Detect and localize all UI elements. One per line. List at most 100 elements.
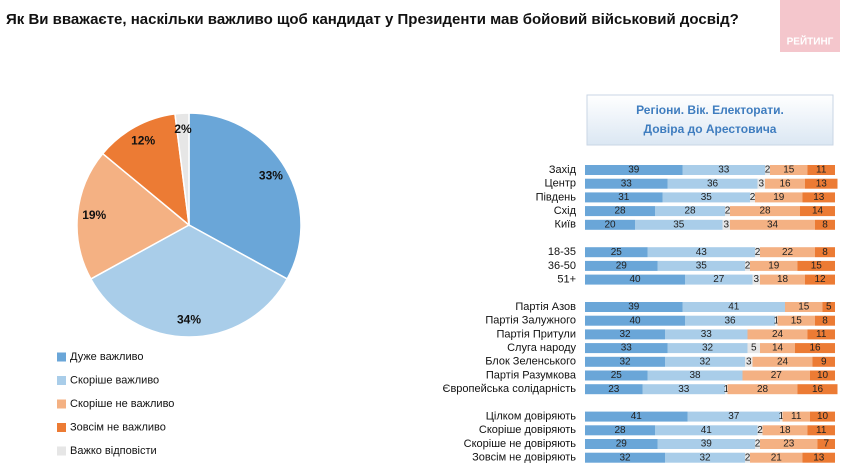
bar-label: 35 (673, 219, 685, 230)
y-tick-label: Блок Зеленського (485, 356, 576, 368)
bar-segment (747, 329, 808, 340)
bar-segment (815, 219, 835, 230)
bar-segment (585, 370, 648, 381)
bar-segment (662, 192, 750, 203)
bar-label: 35 (701, 192, 713, 203)
bar-label: 3 (746, 356, 752, 367)
y-tick-label: Цілком довіряють (486, 411, 576, 423)
bar-segment (585, 315, 685, 326)
bar-label: 28 (684, 206, 696, 217)
bar-label: 5 (751, 343, 757, 354)
bar-segment (585, 165, 683, 175)
bar-segment (750, 260, 798, 271)
bar-label: 18 (779, 425, 791, 436)
bar-label: 10 (817, 411, 829, 422)
bar-label: 9 (821, 356, 827, 367)
bar-segment (647, 247, 755, 258)
bar-segment (802, 192, 835, 203)
bar-segment (807, 329, 835, 340)
bar-label: 22 (782, 247, 794, 258)
bar-segment (585, 411, 688, 422)
bar-segment (765, 165, 770, 175)
y-tick-label: Партія Разумкова (486, 369, 577, 381)
bar-segment (585, 329, 665, 340)
bar-label: 40 (629, 274, 641, 285)
bar-segment (730, 206, 800, 217)
bar-label: 19 (768, 261, 780, 272)
bar-segment (802, 452, 835, 463)
bar-label: 36 (707, 178, 719, 189)
bar-segment (657, 439, 755, 449)
bar-label: 13 (813, 192, 825, 203)
bar-segment (770, 165, 808, 175)
pie-label: 34% (177, 312, 201, 326)
bar-segment (585, 219, 635, 230)
bar-segment (817, 439, 835, 449)
bar-segment (755, 247, 760, 258)
bar-label: 12 (814, 274, 826, 285)
bar-segment (682, 302, 785, 312)
bar-label: 2 (765, 165, 771, 176)
bar-segment (765, 178, 805, 189)
bar-label: 11 (816, 425, 827, 436)
bar-segment (762, 425, 808, 436)
pie-label: 2% (174, 122, 192, 136)
bar-label: 16 (779, 178, 791, 189)
bar-label: 11 (816, 329, 827, 340)
bar-label: 32 (619, 356, 631, 367)
bar-label: 2 (750, 192, 756, 203)
bar-segment (815, 315, 835, 326)
bar-label: 2 (745, 452, 751, 463)
bar-label: 8 (822, 247, 828, 258)
y-tick-label: Захід (549, 164, 577, 176)
bar-label: 33 (718, 165, 730, 176)
bar-label: 23 (783, 439, 795, 450)
bar-label: 41 (631, 411, 643, 422)
bar-segment (760, 439, 818, 449)
y-tick-label: Зовсім не довіряють (472, 452, 576, 464)
y-tick-label: Європейська солідарність (443, 383, 577, 395)
bar-segment (800, 206, 835, 217)
bar-label: 28 (614, 425, 626, 436)
bar-segment (797, 384, 838, 395)
bar-label: 1 (778, 411, 784, 422)
bar-label: 3 (723, 219, 729, 230)
bar-header (586, 94, 834, 146)
legend-swatch (57, 423, 66, 432)
bar-label: 2 (755, 247, 761, 258)
bar-segment (667, 343, 748, 354)
bar-label: 29 (616, 261, 628, 272)
bar-label: 39 (701, 439, 713, 450)
bar-segment (585, 206, 655, 217)
bar-segment (585, 192, 663, 203)
bar-label: 18 (777, 274, 789, 285)
bar-title: Регіони. Вік. Електорати. (636, 103, 784, 117)
pie-slice (188, 112, 302, 280)
y-tick-label: Схід (554, 205, 577, 217)
bar-label: 20 (604, 219, 616, 230)
bar-label: 15 (798, 302, 810, 313)
bar-segment (657, 260, 745, 271)
bar-title: Довіра до Арестовича (644, 122, 777, 136)
bar-label: 19 (773, 192, 785, 203)
bar-segment (655, 206, 725, 217)
bar-label: 16 (812, 384, 824, 395)
bar-segment (775, 315, 778, 326)
bar-segment (585, 260, 658, 271)
logo-box (780, 0, 840, 52)
bar-segment (585, 343, 668, 354)
bar-label: 2 (745, 261, 751, 272)
bar-segment (725, 206, 730, 217)
bar-segment (745, 356, 753, 367)
bar-segment (685, 274, 753, 285)
bar-label: 29 (616, 439, 628, 450)
bar-segment (727, 384, 798, 395)
bar-label: 40 (629, 315, 641, 326)
pie-label: 33% (259, 169, 283, 183)
bar-segment (805, 178, 838, 189)
bar-label: 37 (728, 411, 740, 422)
bar-label: 14 (772, 343, 784, 354)
bar-label: 15 (783, 165, 795, 176)
bar-segment (810, 370, 835, 381)
